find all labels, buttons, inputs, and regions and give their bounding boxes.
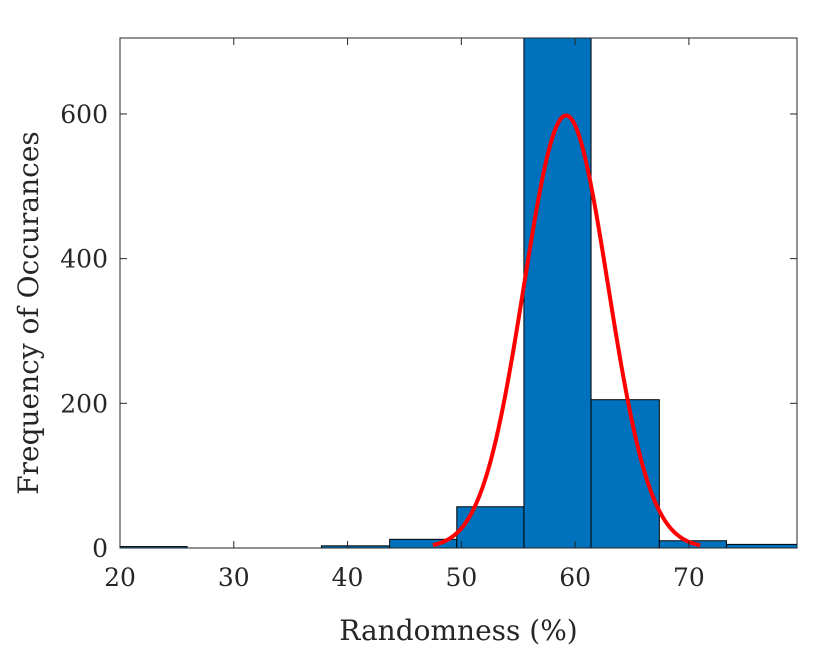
x-tick-label-1: 30 [218, 563, 250, 592]
x-tick-label-3: 50 [445, 563, 477, 592]
histogram-bar-5 [456, 506, 525, 549]
histogram-bars [119, 37, 798, 549]
x-tick-label-5: 70 [673, 563, 705, 592]
y-tick-label-1: 200 [60, 389, 108, 418]
histogram-bar-7 [590, 399, 660, 549]
histogram-bar-6 [523, 37, 592, 549]
normal-fit-curve [432, 113, 701, 548]
y-tick-label-0: 0 [92, 534, 108, 563]
x-tick-label-0: 20 [104, 563, 136, 592]
y-tick-label-3: 600 [60, 100, 108, 129]
x-axis-label: Randomness (%) [339, 614, 577, 647]
plot-area-frame [119, 37, 798, 549]
axis-ticks: 20 30 40 50 60 70 0 200 400 600 [60, 38, 797, 592]
x-tick-label-4: 60 [559, 563, 591, 592]
histogram-bar-9 [725, 543, 798, 549]
y-axis-label: Frequency of Occurances [12, 131, 45, 495]
y-tick-label-2: 400 [60, 245, 108, 274]
x-tick-label-2: 40 [332, 563, 364, 592]
